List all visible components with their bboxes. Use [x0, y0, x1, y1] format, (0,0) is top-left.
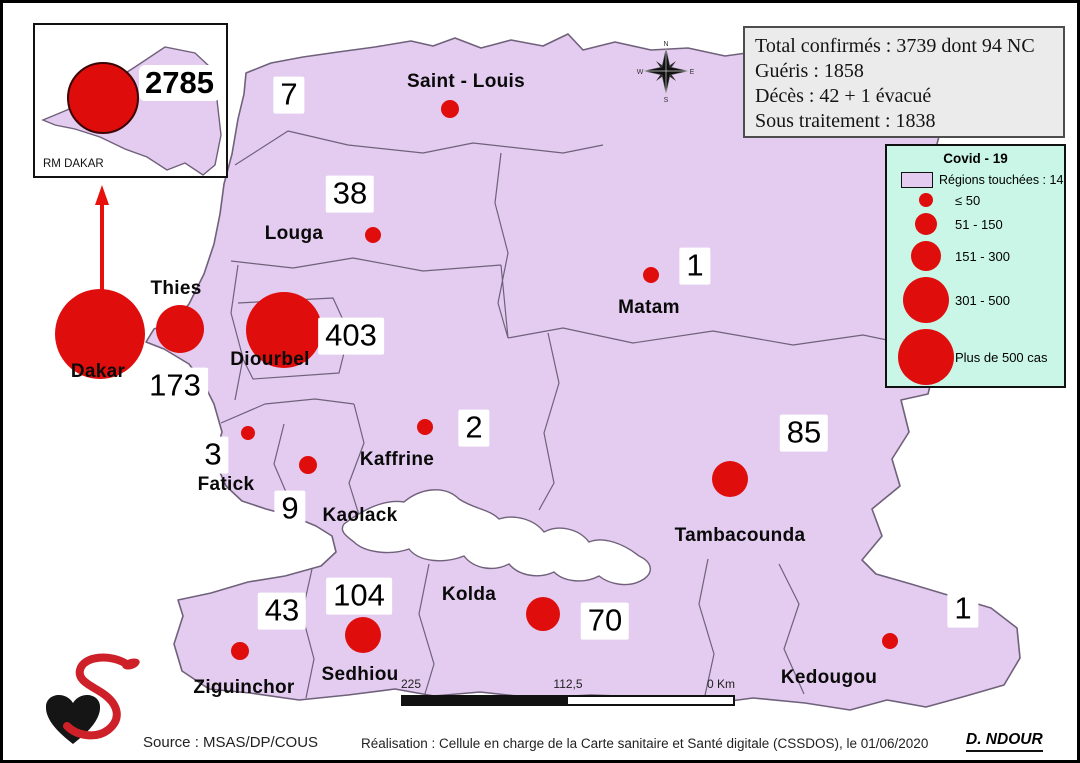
- inset-rm-dakar: 2785 RM DAKAR: [33, 23, 228, 178]
- region-label-matam: Matam: [618, 297, 680, 318]
- legend-circle-cell: [897, 277, 955, 323]
- region-label-kolda: Kolda: [441, 584, 497, 605]
- region-value-kaffrine: 2: [458, 409, 490, 447]
- region-label-kaolack: Kaolack: [322, 505, 398, 526]
- legend-class-row: ≤ 50: [897, 190, 1064, 210]
- region-circle-thies: [156, 305, 204, 353]
- region-value-sedhiou: 104: [326, 577, 392, 615]
- ministry-logo-icon: [45, 653, 140, 744]
- region-circle-ziguinchor: [231, 642, 249, 660]
- region-value-fatick: 3: [197, 436, 229, 474]
- region-circle-sedhiou: [345, 617, 381, 653]
- legend-box: Covid - 19 Régions touchées : 14 ≤ 50 51 …: [885, 144, 1066, 388]
- legend-touched-label: Régions touchées : 14: [939, 173, 1064, 187]
- stats-box: Total confirmés : 3739 dont 94 NC Guéris…: [743, 26, 1065, 138]
- footer-realisation: Réalisation : Cellule en charge de la Ca…: [361, 736, 929, 751]
- region-circle-kaffrine: [417, 419, 433, 435]
- legend-circle-cell: [897, 193, 955, 207]
- region-value-louga: 38: [325, 175, 375, 213]
- region-value-saint-louis: 7: [273, 76, 305, 114]
- legend-title: Covid - 19: [943, 151, 1008, 166]
- legend-class-label: 301 - 500: [955, 292, 1010, 308]
- region-label-louga: Louga: [264, 223, 324, 244]
- region-value-diourbel: 403: [318, 317, 384, 355]
- legend-circle-cell: [897, 329, 955, 385]
- legend-class-row: 301 - 500: [897, 274, 1064, 326]
- legend-circle-icon: [903, 277, 949, 323]
- region-label-thies: Thies: [150, 278, 202, 299]
- region-circle-kedougou: [882, 633, 898, 649]
- region-value-ziguinchor: 43: [257, 592, 307, 630]
- region-circle-kaolack: [299, 456, 317, 474]
- legend-circle-icon: [911, 241, 941, 271]
- gambia-river-gap: [341, 489, 651, 586]
- legend-circle-cell: [897, 241, 955, 271]
- scale-label-left: 225: [401, 677, 422, 691]
- legend-touched-row: Régions touchées : 14: [901, 172, 1064, 188]
- region-circle-diourbel: [246, 292, 322, 368]
- region-value-tambacounda: 85: [779, 414, 829, 452]
- stats-line-traitement: Sous traitement : 1838: [755, 110, 936, 132]
- region-circle-saint-louis: [441, 100, 459, 118]
- region-value-kaolack: 9: [274, 490, 306, 528]
- legend-class-label: Plus de 500 cas: [955, 349, 1048, 365]
- region-label-fatick: Fatick: [197, 474, 255, 495]
- logo-snake-head: [122, 658, 140, 670]
- region-circle-tambacounda: [712, 461, 748, 497]
- compass-n: N: [663, 41, 668, 48]
- region-label-kedougou: Kedougou: [780, 667, 878, 688]
- compass-e: E: [690, 69, 695, 76]
- inset-region-label: RM DAKAR: [43, 158, 104, 170]
- compass-w: W: [637, 69, 644, 76]
- legend-class-row: 151 - 300: [897, 238, 1064, 274]
- scale-label-right: 0 Km: [706, 677, 735, 691]
- scale-bar-filled-half: [403, 697, 568, 704]
- legend-class-label: 51 - 150: [955, 216, 1003, 232]
- region-circle-kolda: [526, 597, 560, 631]
- scale-bar-labels: 225 112,5 0 Km: [401, 677, 735, 692]
- legend-class-row: Plus de 500 cas: [897, 326, 1064, 388]
- legend-circle-icon: [898, 329, 954, 385]
- region-label-ziguinchor: Ziguinchor: [193, 677, 295, 698]
- legend-size-classes: ≤ 50 51 - 150 151 - 300 301 - 500 Plus de 50…: [897, 190, 1064, 388]
- region-value-kedougou: 1: [947, 590, 979, 628]
- region-circle-dakar: [55, 289, 145, 379]
- stats-line-deces: Décès : 42 + 1 évacué: [755, 85, 932, 107]
- legend-class-label: ≤ 50: [955, 192, 981, 208]
- region-label-tambacounda: Tambacounda: [674, 525, 806, 546]
- legend-class-row: 51 - 150: [897, 210, 1064, 238]
- legend-circle-icon: [915, 213, 937, 235]
- legend-circle-cell: [897, 213, 955, 235]
- legend-circle-icon: [919, 193, 933, 207]
- region-value-matam: 1: [679, 247, 711, 285]
- stats-line-gueris: Guéris : 1858: [755, 60, 864, 82]
- region-label-saint-louis: Saint - Louis: [407, 71, 525, 92]
- scale-label-middle: 112,5: [553, 677, 583, 691]
- region-label-dakar: Dakar: [70, 361, 126, 382]
- region-color-swatch: [901, 172, 933, 188]
- region-label-diourbel: Diourbel: [230, 349, 310, 370]
- region-label-sedhiou: Sedhiou: [321, 664, 399, 685]
- inset-dakar-circle: [67, 62, 139, 134]
- footer-source: Source : MSAS/DP/COUS: [143, 734, 319, 751]
- compass-s: S: [664, 97, 669, 104]
- scale-bar: 225 112,5 0 Km: [401, 677, 735, 706]
- region-label-kaffrine: Kaffrine: [359, 449, 435, 470]
- stats-line-total: Total confirmés : 3739 dont 94 NC: [755, 35, 1035, 57]
- region-circle-louga: [365, 227, 381, 243]
- inset-dakar-value: 2785: [139, 65, 220, 101]
- legend-class-label: 151 - 300: [955, 248, 1010, 264]
- region-circle-matam: [643, 267, 659, 283]
- logo-snake: [63, 653, 132, 740]
- compass-rose-icon: N S E W: [637, 41, 695, 104]
- region-value-thies: 173: [142, 367, 208, 405]
- footer-author: D. NDOUR: [966, 731, 1043, 752]
- scale-bar-track: [401, 695, 735, 706]
- region-value-kolda: 70: [580, 602, 630, 640]
- region-circle-fatick: [241, 426, 255, 440]
